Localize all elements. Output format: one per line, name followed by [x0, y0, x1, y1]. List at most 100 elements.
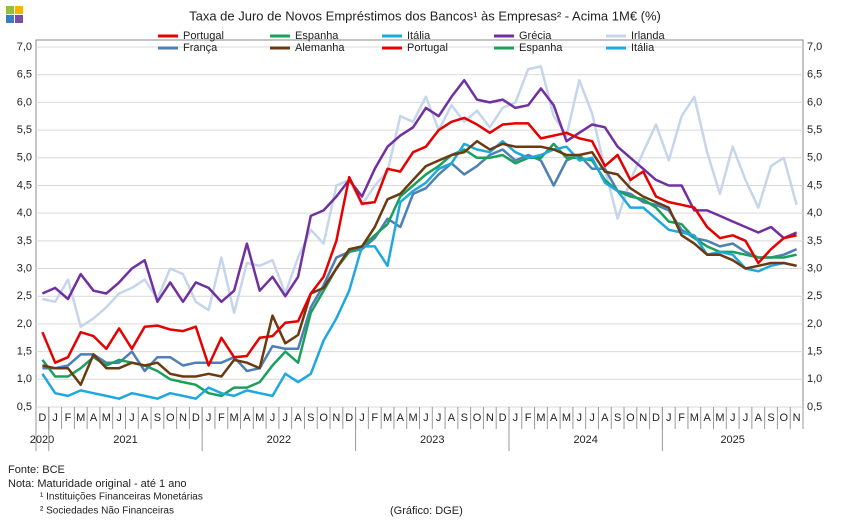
x-tick-label: D — [499, 412, 507, 424]
y2-tick-label: 5,5 — [807, 124, 822, 136]
y2-tick-label: 6,5 — [807, 69, 822, 81]
x-tick-label: J — [423, 412, 429, 424]
x-tick-label: J — [589, 412, 595, 424]
x-tick-label: N — [486, 412, 494, 424]
y2-tick-label: 3,5 — [807, 235, 822, 247]
x-tick-label: J — [129, 412, 135, 424]
x-tick-label: A — [90, 412, 98, 424]
x-tick-label: S — [154, 412, 161, 424]
x-tick-label: A — [601, 412, 609, 424]
series-line — [42, 139, 797, 387]
y2-tick-label: 5,0 — [807, 152, 822, 164]
x-tick-label: F — [525, 412, 532, 424]
x-tick-label: J — [270, 412, 276, 424]
legend-label: Itália — [631, 42, 655, 54]
x-tick-label: M — [76, 412, 85, 424]
x-tick-label: A — [550, 412, 558, 424]
y-tick-label: 3,5 — [17, 235, 32, 247]
series-line — [42, 148, 798, 373]
y-tick-label: 4,5 — [17, 179, 32, 191]
y-tick-label: 3,0 — [17, 262, 32, 274]
x-tick-label: M — [715, 412, 724, 424]
y-tick-label: 2,5 — [17, 290, 32, 302]
y2-tick-label: 3,0 — [807, 262, 822, 274]
y-tick-label: 1,0 — [17, 373, 32, 385]
x-tick-label: J — [743, 412, 749, 424]
logo — [15, 15, 23, 23]
x-tick-label: S — [307, 412, 314, 424]
y-tick-label: 6,5 — [17, 69, 32, 81]
x-tick-label: O — [319, 412, 328, 424]
y-tick-label: 4,0 — [17, 207, 32, 219]
legend-label: Itália — [407, 30, 431, 42]
note: Fonte: BCE — [8, 464, 65, 476]
series-line — [41, 139, 797, 400]
y2-tick-label: 0,5 — [807, 401, 822, 413]
x-tick-label: N — [332, 412, 340, 424]
x-tick-label: M — [409, 412, 418, 424]
year-label: 2020 — [30, 434, 54, 446]
y2-tick-label: 1,5 — [807, 346, 822, 358]
x-tick-label: M — [562, 412, 571, 424]
x-tick-label: N — [179, 412, 187, 424]
x-tick-label: J — [206, 412, 212, 424]
x-tick-label: F — [371, 412, 378, 424]
y2-tick-label: 2,0 — [807, 318, 822, 330]
y-tick-label: 7,0 — [17, 41, 32, 53]
x-tick-label: J — [359, 412, 365, 424]
series-line — [42, 65, 798, 328]
logo — [15, 6, 23, 14]
y-tick-label: 2,0 — [17, 318, 32, 330]
y2-tick-label: 1,0 — [807, 373, 822, 385]
x-tick-label: O — [626, 412, 635, 424]
legend-label: Alemanha — [295, 42, 345, 54]
x-tick-label: J — [730, 412, 736, 424]
y2-tick-label: 6,0 — [807, 96, 822, 108]
y2-tick-label: 4,5 — [807, 179, 822, 191]
x-tick-label: S — [461, 412, 468, 424]
x-tick-label: A — [397, 412, 405, 424]
note: ² Sociedades Não Financeiras — [40, 506, 174, 517]
x-tick-label: A — [294, 412, 302, 424]
x-tick-label: A — [448, 412, 456, 424]
x-tick-label: F — [678, 412, 685, 424]
x-tick-label: N — [793, 412, 801, 424]
y2-tick-label: 4,0 — [807, 207, 822, 219]
x-tick-label: M — [255, 412, 264, 424]
x-tick-label: M — [383, 412, 392, 424]
x-tick-label: M — [102, 412, 111, 424]
x-tick-label: O — [166, 412, 175, 424]
y-tick-label: 5,0 — [17, 152, 32, 164]
x-tick-label: A — [755, 412, 763, 424]
x-tick-label: F — [218, 412, 225, 424]
legend-label: Irlanda — [631, 30, 666, 42]
x-tick-label: J — [116, 412, 122, 424]
x-tick-label: D — [652, 412, 660, 424]
year-label: 2025 — [720, 434, 744, 446]
series-line — [41, 116, 797, 367]
logo — [6, 6, 14, 14]
legend-label: Portugal — [183, 30, 224, 42]
series-line — [41, 78, 798, 304]
y-tick-label: 1,5 — [17, 346, 32, 358]
y2-tick-label: 2,5 — [807, 290, 822, 302]
x-tick-label: J — [52, 412, 58, 424]
y2-tick-label: 7,0 — [807, 41, 822, 53]
x-tick-label: D — [38, 412, 46, 424]
x-tick-label: M — [690, 412, 699, 424]
x-tick-label: J — [513, 412, 519, 424]
y-tick-label: 6,0 — [17, 96, 32, 108]
logo — [6, 15, 14, 23]
x-tick-label: S — [614, 412, 621, 424]
x-tick-label: A — [243, 412, 251, 424]
x-tick-label: F — [65, 412, 72, 424]
series-line — [41, 142, 797, 398]
x-tick-label: D — [345, 412, 353, 424]
year-label: 2021 — [113, 434, 137, 446]
x-tick-label: S — [767, 412, 774, 424]
legend-label: Portugal — [407, 42, 448, 54]
legend-label: Espanha — [295, 30, 339, 42]
y-tick-label: 0,5 — [17, 401, 32, 413]
x-tick-label: M — [230, 412, 239, 424]
